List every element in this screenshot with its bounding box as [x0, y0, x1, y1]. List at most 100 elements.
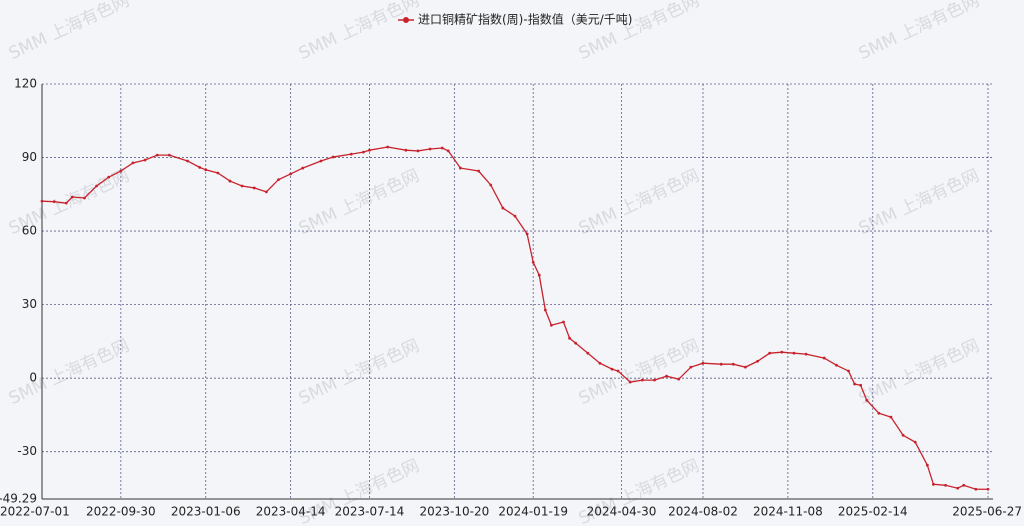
x-tick-label: 2024-01-19 — [498, 505, 568, 519]
data-point — [513, 214, 517, 218]
x-tick-label: 2024-08-02 — [668, 505, 738, 519]
data-point — [804, 352, 808, 356]
x-tick-label: 2024-11-08 — [753, 505, 823, 519]
data-point — [889, 415, 893, 419]
data-point — [531, 260, 535, 264]
data-point — [52, 200, 56, 204]
data-point — [925, 463, 929, 467]
data-point — [689, 365, 693, 369]
data-point — [616, 369, 620, 373]
data-point — [477, 169, 481, 173]
data-point — [459, 166, 462, 170]
data-point — [768, 351, 772, 355]
data-point — [361, 150, 365, 154]
data-point — [277, 178, 280, 182]
data-point — [543, 308, 547, 312]
data-point — [95, 184, 98, 188]
x-tick-label: 2022-09-30 — [86, 505, 156, 519]
data-point — [944, 483, 947, 487]
data-point — [859, 383, 863, 387]
data-point — [228, 179, 232, 183]
x-tick-label: 2023-10-20 — [419, 505, 489, 519]
x-tick-label: 2023-04-14 — [256, 505, 326, 519]
data-point — [719, 362, 723, 366]
data-point — [204, 168, 208, 172]
data-point — [847, 369, 850, 373]
data-point — [986, 487, 990, 491]
data-point — [610, 367, 614, 371]
data-point — [822, 356, 826, 360]
data-point — [525, 232, 529, 236]
y-tick-label: 120 — [14, 77, 37, 91]
data-point — [562, 320, 565, 324]
y-tick-label: 90 — [22, 150, 37, 164]
x-tick-label: 2024-04-30 — [587, 505, 657, 519]
data-point — [501, 206, 505, 210]
data-point — [792, 351, 796, 355]
legend-label: 进口铜精矿指数(周)-指数值（美元/千吨) — [418, 12, 632, 27]
data-point — [780, 350, 784, 354]
data-point — [956, 486, 960, 490]
data-point — [40, 199, 44, 203]
data-point — [331, 155, 335, 159]
data-point — [756, 359, 759, 363]
data-point — [701, 361, 705, 365]
data-point — [574, 341, 578, 345]
data-point — [731, 362, 735, 366]
data-point — [428, 147, 432, 151]
data-point — [834, 363, 838, 367]
data-point — [744, 365, 747, 369]
data-point — [440, 146, 444, 150]
x-tick-label: 2023-01-06 — [171, 505, 241, 519]
data-point — [586, 351, 590, 355]
data-point — [628, 380, 632, 384]
data-point — [70, 195, 74, 199]
data-point — [83, 196, 86, 200]
data-point — [974, 487, 978, 491]
x-tick-label: 2023-07-14 — [335, 505, 405, 519]
data-point — [653, 378, 656, 382]
data-point — [186, 159, 189, 163]
x-tick-label: 2025-06-27 — [952, 505, 1022, 519]
data-point — [416, 149, 420, 153]
y-tick-label: 30 — [22, 297, 37, 311]
data-point — [155, 153, 159, 157]
data-point — [537, 273, 541, 277]
data-point — [349, 152, 353, 156]
y-tick-label: -30 — [17, 444, 37, 458]
data-point — [319, 159, 323, 163]
data-point — [107, 175, 111, 179]
data-point — [216, 171, 220, 175]
data-point — [240, 184, 244, 188]
data-point — [901, 433, 905, 437]
data-point — [549, 323, 553, 327]
x-tick-label: 2022-07-01 — [0, 505, 70, 519]
data-point — [198, 165, 202, 169]
data-point — [913, 440, 917, 444]
data-point — [932, 482, 935, 486]
data-point — [853, 382, 856, 386]
data-point — [264, 190, 268, 194]
data-point — [386, 145, 390, 149]
data-point — [640, 378, 644, 382]
data-point — [598, 361, 602, 365]
legend-marker — [403, 17, 409, 23]
data-point — [677, 377, 681, 381]
data-point — [568, 336, 571, 340]
y-tick-label: 60 — [22, 224, 37, 238]
data-point — [404, 148, 408, 152]
data-point — [446, 149, 450, 153]
data-point — [301, 166, 305, 170]
data-point — [167, 153, 171, 157]
data-point — [665, 374, 669, 378]
data-point — [143, 158, 147, 162]
data-point — [131, 161, 135, 165]
data-point — [289, 172, 293, 176]
y-tick-label: 0 — [29, 371, 37, 385]
data-point — [877, 411, 881, 415]
data-point — [368, 148, 371, 152]
data-point — [64, 201, 68, 205]
data-point — [252, 186, 256, 190]
